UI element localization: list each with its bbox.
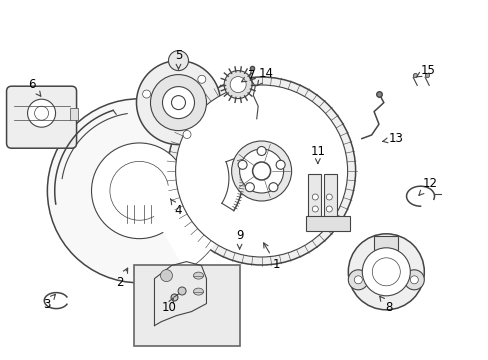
Bar <box>324 174 337 224</box>
Circle shape <box>150 75 206 131</box>
Circle shape <box>162 87 194 118</box>
Text: 15: 15 <box>416 64 434 77</box>
Circle shape <box>171 96 185 109</box>
Text: 14: 14 <box>257 67 273 86</box>
Circle shape <box>224 71 252 99</box>
Circle shape <box>347 270 367 290</box>
Circle shape <box>325 206 332 212</box>
Circle shape <box>409 276 417 284</box>
Circle shape <box>91 143 187 239</box>
Circle shape <box>257 147 265 156</box>
Ellipse shape <box>193 272 203 279</box>
Circle shape <box>276 160 285 169</box>
Bar <box>373 236 398 250</box>
Bar <box>134 265 239 346</box>
Text: 8: 8 <box>379 296 392 314</box>
Circle shape <box>238 160 246 169</box>
Text: 7: 7 <box>241 69 255 82</box>
Text: 10: 10 <box>161 298 176 314</box>
Text: 4: 4 <box>170 199 182 217</box>
Circle shape <box>312 194 318 200</box>
Circle shape <box>347 234 424 310</box>
Text: 5: 5 <box>174 49 182 69</box>
Text: 11: 11 <box>310 145 325 164</box>
Circle shape <box>198 75 205 83</box>
Text: 1: 1 <box>263 243 280 271</box>
Circle shape <box>231 141 291 201</box>
Circle shape <box>27 99 56 127</box>
Circle shape <box>136 60 220 145</box>
Circle shape <box>175 85 347 257</box>
Bar <box>69 108 78 120</box>
Circle shape <box>167 77 355 265</box>
Bar <box>305 216 349 231</box>
Circle shape <box>245 183 254 192</box>
Circle shape <box>142 90 150 98</box>
Wedge shape <box>139 175 231 270</box>
Text: 2: 2 <box>116 268 127 289</box>
Circle shape <box>178 287 186 295</box>
Circle shape <box>168 51 188 71</box>
Circle shape <box>183 130 191 139</box>
Circle shape <box>160 270 172 282</box>
Text: 3: 3 <box>42 294 55 311</box>
Ellipse shape <box>193 288 203 295</box>
FancyBboxPatch shape <box>6 86 77 148</box>
Circle shape <box>362 248 409 296</box>
Text: 12: 12 <box>418 177 437 195</box>
Bar <box>307 174 321 224</box>
Text: 6: 6 <box>28 78 41 96</box>
Circle shape <box>47 99 231 283</box>
Circle shape <box>354 276 362 284</box>
Circle shape <box>312 206 318 212</box>
Circle shape <box>252 162 270 180</box>
Circle shape <box>239 149 283 193</box>
Circle shape <box>404 270 424 290</box>
Circle shape <box>268 183 277 192</box>
Text: 13: 13 <box>382 132 403 145</box>
Text: 9: 9 <box>235 229 243 249</box>
Circle shape <box>325 194 332 200</box>
Circle shape <box>230 77 245 93</box>
